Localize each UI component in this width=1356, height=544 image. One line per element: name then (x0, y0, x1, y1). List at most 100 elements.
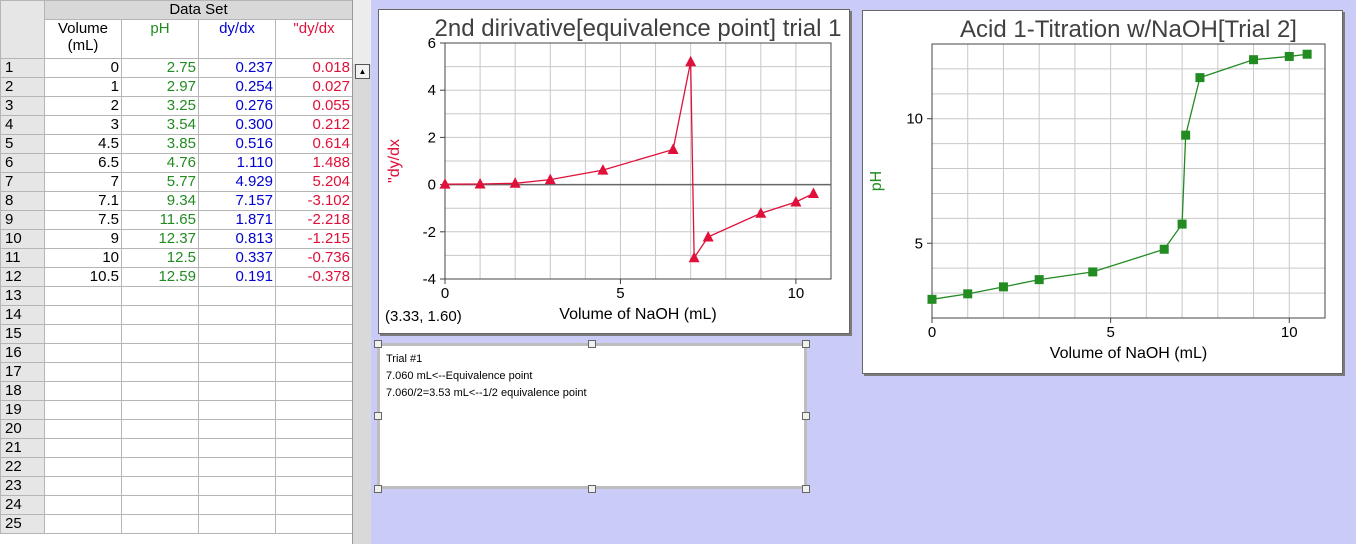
cell-dydx[interactable] (198, 476, 276, 496)
cell-dydx[interactable]: 7.157 (198, 191, 276, 211)
table-row[interactable]: 14 (0, 305, 353, 325)
table-row[interactable]: 17 (0, 362, 353, 382)
row-number[interactable]: 8 (0, 191, 45, 211)
cell-dydx[interactable]: 0.254 (198, 77, 276, 97)
cell-dydx[interactable]: 0.191 (198, 267, 276, 287)
table-row[interactable]: 19 (0, 400, 353, 420)
note-text-box[interactable]: Trial #1 7.060 mL<--Equivalence point 7.… (377, 343, 807, 489)
cell-second-derivative[interactable] (275, 457, 353, 477)
cell-ph[interactable]: 3.85 (121, 134, 199, 154)
cell-dydx[interactable]: 0.276 (198, 96, 276, 116)
column-header-ph[interactable]: pH (121, 19, 199, 59)
titration-graph[interactable]: 0 5 10 5 10 Acid 1-Titration w/NaOH[Trial 2] V… (862, 10, 1343, 374)
cell-second-derivative[interactable]: 1.488 (275, 153, 353, 173)
cell-second-derivative[interactable]: 0.212 (275, 115, 353, 135)
cell-dydx[interactable] (198, 286, 276, 306)
cell-volume[interactable]: 0 (44, 58, 122, 78)
cell-dydx[interactable] (198, 381, 276, 401)
cell-second-derivative[interactable] (275, 381, 353, 401)
cell-dydx[interactable] (198, 419, 276, 439)
table-row[interactable]: 22 (0, 457, 353, 477)
cell-dydx[interactable] (198, 514, 276, 534)
table-row[interactable]: 15 (0, 324, 353, 344)
resize-handle-top-left[interactable] (374, 340, 382, 348)
cell-dydx[interactable] (198, 343, 276, 363)
row-number[interactable]: 9 (0, 210, 45, 230)
cell-dydx[interactable]: 4.929 (198, 172, 276, 192)
table-row[interactable]: 12 10.5 12.59 0.191 -0.378 (0, 267, 353, 287)
row-number[interactable]: 16 (0, 343, 45, 363)
row-number[interactable]: 15 (0, 324, 45, 344)
table-row[interactable]: 13 (0, 286, 353, 306)
table-row[interactable]: 25 (0, 514, 353, 534)
cell-volume[interactable] (44, 438, 122, 458)
row-number[interactable]: 5 (0, 134, 45, 154)
resize-handle-top-right[interactable] (802, 340, 810, 348)
cell-dydx[interactable]: 0.337 (198, 248, 276, 268)
table-row[interactable]: 4 3 3.54 0.300 0.212 (0, 115, 353, 135)
cell-dydx[interactable] (198, 438, 276, 458)
table-row[interactable]: 18 (0, 381, 353, 401)
cell-ph[interactable] (121, 457, 199, 477)
cell-ph[interactable] (121, 514, 199, 534)
cell-volume[interactable]: 2 (44, 96, 122, 116)
row-number[interactable]: 3 (0, 96, 45, 116)
cell-volume[interactable]: 7 (44, 172, 122, 192)
table-row[interactable]: 24 (0, 495, 353, 515)
cell-ph[interactable]: 2.75 (121, 58, 199, 78)
cell-volume[interactable] (44, 476, 122, 496)
cell-volume[interactable]: 1 (44, 77, 122, 97)
cell-second-derivative[interactable]: -1.215 (275, 229, 353, 249)
cell-volume[interactable]: 10.5 (44, 267, 122, 287)
row-number[interactable]: 11 (0, 248, 45, 268)
row-number[interactable]: 12 (0, 267, 45, 287)
scroll-up-arrow-icon[interactable]: ▲ (355, 64, 370, 79)
table-row[interactable]: 16 (0, 343, 353, 363)
cell-second-derivative[interactable] (275, 324, 353, 344)
cell-volume[interactable] (44, 343, 122, 363)
cell-volume[interactable]: 9 (44, 229, 122, 249)
cell-second-derivative[interactable] (275, 438, 353, 458)
cell-volume[interactable] (44, 457, 122, 477)
cell-second-derivative[interactable] (275, 343, 353, 363)
row-number[interactable]: 6 (0, 153, 45, 173)
cell-ph[interactable]: 3.25 (121, 96, 199, 116)
cell-ph[interactable] (121, 419, 199, 439)
cell-volume[interactable] (44, 305, 122, 325)
cell-dydx[interactable]: 0.300 (198, 115, 276, 135)
row-number[interactable]: 22 (0, 457, 45, 477)
cell-volume[interactable] (44, 362, 122, 382)
cell-second-derivative[interactable] (275, 286, 353, 306)
cell-ph[interactable]: 11.65 (121, 210, 199, 230)
cell-volume[interactable]: 7.1 (44, 191, 122, 211)
row-number[interactable]: 17 (0, 362, 45, 382)
row-number[interactable]: 10 (0, 229, 45, 249)
cell-volume[interactable] (44, 400, 122, 420)
cell-second-derivative[interactable]: -2.218 (275, 210, 353, 230)
cell-second-derivative[interactable] (275, 362, 353, 382)
table-row[interactable]: 3 2 3.25 0.276 0.055 (0, 96, 353, 116)
cell-dydx[interactable]: 0.237 (198, 58, 276, 78)
second-derivative-graph[interactable]: 0 5 10 -4 -2 0 2 4 6 2nd dirivative[equivalence p… (378, 9, 850, 334)
cell-second-derivative[interactable]: -0.378 (275, 267, 353, 287)
cell-volume[interactable] (44, 419, 122, 439)
resize-handle-middle-left[interactable] (374, 412, 382, 420)
cell-dydx[interactable]: 0.516 (198, 134, 276, 154)
cell-volume[interactable]: 6.5 (44, 153, 122, 173)
cell-second-derivative[interactable] (275, 514, 353, 534)
cell-dydx[interactable]: 1.110 (198, 153, 276, 173)
cell-dydx[interactable] (198, 362, 276, 382)
table-row[interactable]: 6 6.5 4.76 1.110 1.488 (0, 153, 353, 173)
cell-volume[interactable]: 7.5 (44, 210, 122, 230)
resize-handle-bottom-middle[interactable] (588, 485, 596, 493)
cell-ph[interactable]: 12.5 (121, 248, 199, 268)
cell-second-derivative[interactable] (275, 476, 353, 496)
cell-ph[interactable] (121, 343, 199, 363)
cell-ph[interactable] (121, 381, 199, 401)
cell-second-derivative[interactable] (275, 400, 353, 420)
cell-dydx[interactable] (198, 305, 276, 325)
table-row[interactable]: 20 (0, 419, 353, 439)
cell-second-derivative[interactable] (275, 495, 353, 515)
cell-ph[interactable]: 12.37 (121, 229, 199, 249)
row-number[interactable]: 2 (0, 77, 45, 97)
